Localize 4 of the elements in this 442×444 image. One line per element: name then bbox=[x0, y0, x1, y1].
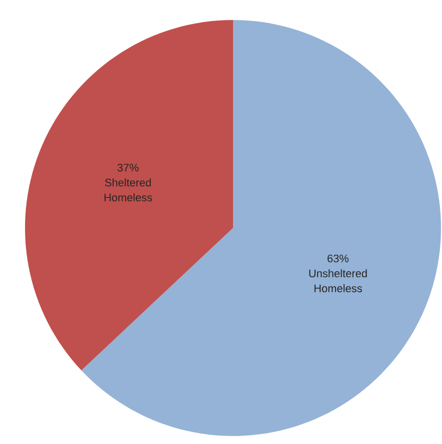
data-label: 63% bbox=[328, 254, 349, 262]
slice-label: Unsheltered Homeless bbox=[309, 269, 367, 292]
slice-label: Sheltered Homeless bbox=[104, 178, 152, 202]
data-label: 37% bbox=[117, 164, 139, 172]
